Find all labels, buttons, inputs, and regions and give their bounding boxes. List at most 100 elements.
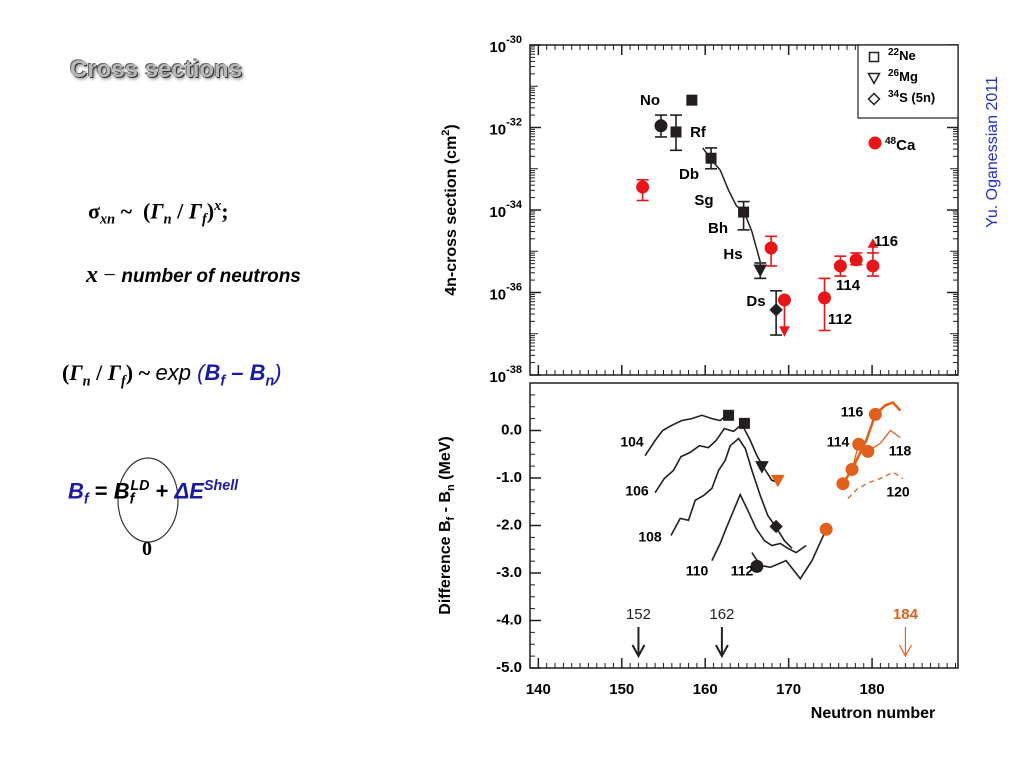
series-line (751, 528, 827, 581)
text-part: 10 (489, 121, 506, 138)
eq: x (86, 262, 98, 288)
eq: ΔE (174, 478, 204, 504)
x-tick-label: 170 (776, 681, 801, 698)
marker-circle (777, 293, 791, 307)
equation: (Γn / Γf) ~ exp (Bf – Bn) (62, 360, 282, 390)
marker-diamond (867, 92, 881, 106)
eq: B (249, 360, 266, 385)
eq: n (163, 211, 172, 228)
text-part: 22 (888, 47, 900, 58)
series-line (711, 492, 807, 561)
magic-number-arrow (631, 627, 646, 659)
y-tick-label: -3.0 (496, 564, 522, 581)
curve-label: 118 (889, 443, 912, 459)
equation: x − number of neutrons (86, 262, 301, 289)
marker-square (738, 417, 750, 429)
eq: n (265, 373, 275, 390)
text-part: 26 (888, 68, 900, 79)
marker-circle (764, 241, 778, 255)
eq: + (149, 478, 175, 504)
marker-circle (836, 477, 850, 491)
text-part: 48 (885, 136, 897, 147)
text-part: -32 (506, 116, 522, 128)
eq: ( (191, 360, 205, 385)
curve-label: 104 (620, 434, 644, 450)
marker-diamond (769, 303, 783, 317)
eq: ; (221, 198, 229, 224)
eq: f (129, 491, 135, 508)
text-part: Ca (896, 137, 916, 154)
y-axis-label-part: n (445, 484, 457, 491)
limit-arrow (779, 326, 790, 337)
eq: − (98, 262, 122, 287)
magic-number-arrow (898, 627, 912, 658)
element-label: Bh (708, 220, 728, 237)
z-label: 116 (874, 233, 898, 250)
y-axis-label: Difference Bf - Bn (MeV) (437, 436, 457, 614)
x-axis-label: Neutron number (811, 705, 935, 722)
text-part: -36 (506, 281, 522, 293)
magic-number-label: 162 (709, 606, 734, 623)
marker-circle (845, 462, 859, 476)
eq: B (113, 478, 130, 504)
eq: n (82, 373, 91, 390)
marker-square (670, 126, 682, 138)
text-part: Mg (899, 69, 918, 84)
marker-diamond (769, 519, 783, 534)
element-label: Db (679, 166, 699, 183)
y-tick-label: -2.0 (496, 516, 522, 533)
legend-label: 26Mg (888, 68, 918, 85)
eq: exp (155, 360, 192, 385)
marker-square (686, 94, 698, 106)
x-tick-label: 150 (609, 681, 634, 698)
text-part: 34 (888, 89, 900, 100)
text-part: S (5n) (899, 90, 935, 105)
marker-circle (849, 253, 863, 267)
eq: / (171, 198, 189, 224)
equation-note: 0 (142, 538, 152, 560)
marker-triangle (867, 72, 881, 86)
eq: ) ~ (125, 360, 156, 385)
eq: f (121, 373, 126, 390)
y-axis-label-part: 2 (440, 130, 452, 136)
y-tick-label: -4.0 (496, 611, 522, 628)
y-axis-label-part: Difference B (437, 520, 454, 614)
element-label: Ds (746, 293, 765, 310)
eq: B (68, 478, 84, 504)
element-label: Hs (723, 246, 742, 263)
legend-label: 34S (5n) (888, 89, 935, 106)
y-tick-label: 10-32 (489, 116, 522, 138)
marker-circle (636, 180, 650, 194)
eq: B (204, 360, 221, 385)
text-part: 10 (489, 39, 506, 56)
element-label: No (640, 92, 660, 109)
eq: Γ (150, 198, 164, 224)
marker-square (868, 51, 880, 63)
text-part: -34 (506, 199, 523, 211)
magic-number-arrow (715, 627, 729, 659)
marker-circle (750, 559, 764, 573)
y-tick-label: -1.0 (496, 469, 522, 486)
eq: Γ (107, 360, 121, 385)
equation: Bf = BfLD + ΔEShell (68, 478, 238, 508)
y-tick-label: 10-38 (489, 364, 522, 386)
magic-number-label: 152 (626, 606, 651, 623)
marker-circle (868, 407, 882, 421)
z-label: 114 (836, 277, 861, 294)
x-tick-label: 160 (693, 681, 718, 698)
legend-label: 22Ne (888, 47, 916, 64)
error-bar (818, 277, 831, 332)
text-part: -30 (506, 34, 522, 46)
eq: f (83, 491, 89, 508)
eq: = (88, 478, 114, 504)
series-line (702, 147, 762, 263)
curve-label: 114 (827, 434, 850, 450)
y-axis-label-part: 4n-cross section (cm (443, 136, 460, 296)
eq: ) (206, 198, 215, 224)
marker-circle (654, 119, 668, 133)
y-tick-label: 0.0 (501, 421, 522, 438)
ellipse (117, 457, 179, 543)
element-label: Rf (690, 124, 707, 141)
